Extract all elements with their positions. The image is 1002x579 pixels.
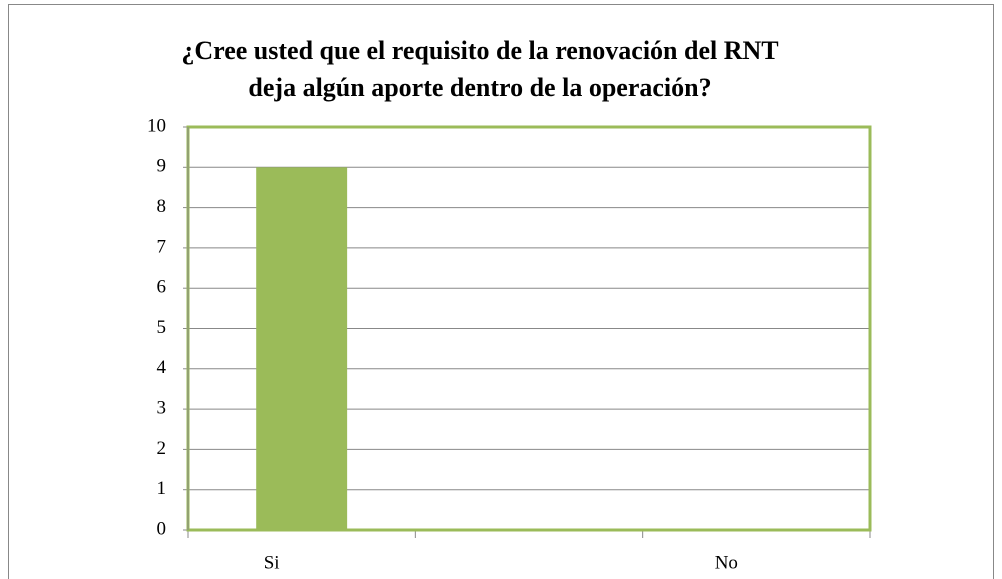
y-tick-label: 9 [157, 156, 167, 177]
chart-title: ¿Cree usted que el requisito de la renov… [181, 36, 778, 65]
x-tick-label: No [715, 552, 738, 573]
y-tick-label: 8 [157, 196, 167, 217]
y-tick-label: 4 [157, 357, 167, 378]
y-tick-label: 6 [157, 277, 167, 298]
y-tick-label: 10 [147, 115, 166, 136]
x-tick-label: Si [264, 552, 280, 573]
y-tick-label: 0 [157, 518, 167, 539]
chart-frame [8, 4, 994, 579]
y-tick-label: 2 [157, 438, 167, 459]
y-tick-label: 7 [157, 236, 167, 257]
y-tick-label: 5 [157, 317, 167, 338]
chart-title: deja algún aporte dentro de la operación… [248, 73, 711, 102]
bar [256, 167, 348, 531]
y-tick-label: 1 [157, 478, 167, 499]
y-tick-label: 3 [157, 397, 167, 418]
